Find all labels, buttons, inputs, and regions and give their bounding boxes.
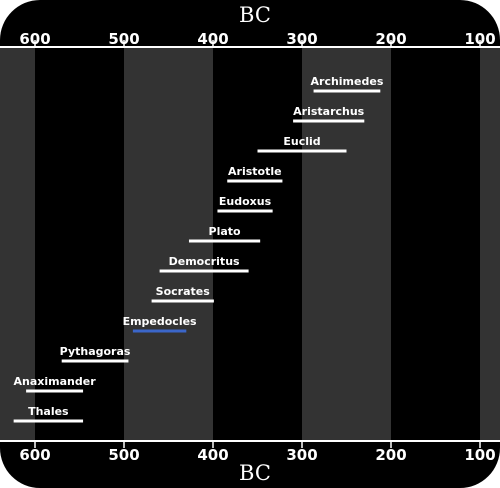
- era-band: [391, 47, 480, 441]
- person-name-label: Pythagoras: [60, 345, 131, 358]
- era-band: [35, 47, 124, 441]
- person-name-label: Aristotle: [228, 165, 282, 178]
- top-tick-label: 300: [286, 30, 317, 48]
- person-name-label: Anaximander: [14, 375, 97, 388]
- top-ticks: 600 500 400 300 200 100: [19, 30, 495, 48]
- axes: 600 500 400 300 200 100 600 500 400 300 200 100 BC…: [0, 3, 500, 485]
- top-tick-label: 200: [375, 30, 406, 48]
- person-name-label: Eudoxus: [219, 195, 272, 208]
- person-name-label: Plato: [209, 225, 242, 238]
- person-name-label: Euclid: [283, 135, 320, 148]
- era-band: [480, 47, 500, 441]
- bottom-tick-label: 600: [19, 446, 50, 464]
- era-band: [124, 47, 213, 441]
- bottom-tick-label: 100: [464, 446, 495, 464]
- bottom-era-label: BC: [239, 461, 271, 485]
- era-bands: [0, 47, 500, 441]
- people-bars: Archimedes Aristarchus Euclid Aristotle Eudo…: [14, 75, 384, 423]
- top-tick-label: 100: [464, 30, 495, 48]
- person-name-label: Socrates: [156, 285, 211, 298]
- bottom-tick-label: 200: [375, 446, 406, 464]
- top-tick-label: 500: [108, 30, 139, 48]
- era-band: [302, 47, 391, 441]
- person-name-label: Aristarchus: [293, 105, 365, 118]
- person-name-label: Democritus: [169, 255, 240, 268]
- person-name-label: Empedocles: [123, 315, 197, 328]
- top-era-label: BC: [239, 3, 271, 27]
- bottom-tick-label: 300: [286, 446, 317, 464]
- bottom-tick-label: 500: [108, 446, 139, 464]
- era-band: [213, 47, 302, 441]
- top-tick-label: 600: [19, 30, 50, 48]
- era-band: [0, 47, 35, 441]
- person-name-label: Thales: [28, 405, 69, 418]
- person-name-label: Archimedes: [311, 75, 384, 88]
- top-tick-label: 400: [197, 30, 228, 48]
- bottom-tick-label: 400: [197, 446, 228, 464]
- bottom-ticks: 600 500 400 300 200 100: [19, 441, 496, 464]
